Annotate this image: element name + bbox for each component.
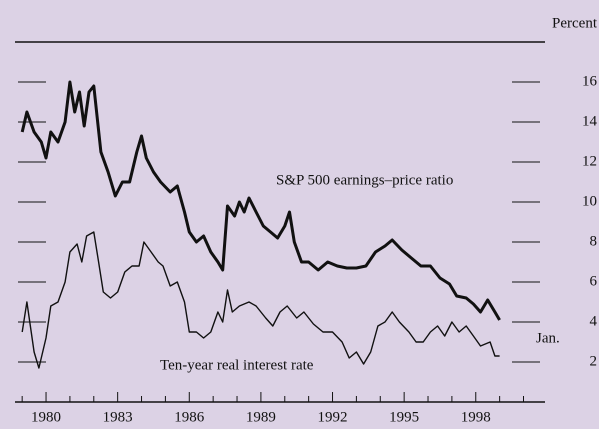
x-tick-label: 1992 [318,409,348,425]
series-annotation: Ten-year real interest rate [160,357,314,373]
y-tick-label: 4 [590,313,598,329]
date-annotation: Jan. [536,330,560,346]
y-tick-label: 14 [582,113,598,129]
x-tick-label: 1989 [246,409,276,425]
y-tick-label: 12 [582,153,597,169]
y-tick-label: 2 [590,353,598,369]
x-tick-label: 1986 [174,409,205,425]
series-line [21,231,500,369]
unit-label: Percent [552,15,598,31]
y-tick-label: 6 [590,273,598,289]
x-tick-label: 1998 [461,409,491,425]
x-tick-label: 1983 [103,409,133,425]
series-line [20,80,501,321]
x-tick-label: 1995 [389,409,419,425]
y-tick-label: 16 [582,73,598,89]
x-tick-label: 1980 [31,409,61,425]
series-annotation: S&P 500 earnings–price ratio [276,172,453,188]
y-tick-label: 10 [582,193,597,209]
y-tick-label: 8 [590,233,598,249]
